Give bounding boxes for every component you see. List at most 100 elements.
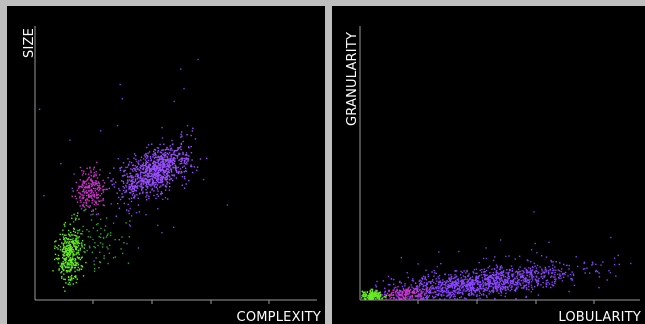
data-point: [440, 291, 442, 293]
data-point: [536, 276, 538, 278]
data-point: [93, 166, 95, 168]
data-point: [494, 256, 496, 258]
data-point: [78, 185, 80, 187]
data-point: [121, 180, 123, 182]
data-point: [419, 279, 421, 281]
data-point: [98, 189, 100, 192]
data-point: [148, 195, 150, 197]
data-point: [157, 190, 159, 192]
data-point: [416, 286, 418, 289]
data-point: [77, 266, 79, 269]
data-point: [559, 262, 561, 264]
data-point: [62, 244, 65, 247]
data-point: [498, 292, 500, 294]
data-point: [162, 177, 164, 179]
data-point: [457, 280, 460, 282]
data-point: [65, 234, 67, 236]
data-point: [395, 298, 397, 300]
data-point: [100, 193, 103, 195]
data-point: [81, 197, 83, 199]
data-point: [496, 280, 499, 283]
data-point: [472, 279, 474, 281]
data-point: [97, 203, 99, 206]
data-point: [98, 235, 100, 238]
data-point: [531, 286, 533, 289]
data-point: [77, 236, 79, 239]
data-point: [423, 293, 426, 295]
data-point: [197, 58, 199, 61]
data-point: [502, 286, 505, 289]
data-point: [528, 285, 530, 288]
data-point: [447, 281, 450, 283]
data-point: [562, 272, 564, 275]
data-point: [363, 293, 365, 295]
data-point: [140, 164, 142, 167]
data-point: [363, 297, 365, 300]
data-point: [96, 161, 98, 164]
data-point: [475, 272, 477, 275]
data-point: [140, 171, 142, 173]
data-point: [93, 194, 96, 196]
data-point: [159, 186, 161, 188]
data-point: [181, 158, 183, 160]
data-point: [504, 286, 506, 289]
data-point: [155, 165, 158, 168]
data-point: [446, 281, 448, 283]
data-point: [63, 262, 65, 265]
data-point: [80, 185, 83, 188]
data-point: [134, 178, 137, 180]
data-point: [72, 277, 75, 279]
data-point: [154, 161, 156, 163]
data-point: [482, 290, 485, 292]
data-point: [510, 286, 512, 289]
data-point: [168, 167, 170, 169]
data-point: [128, 161, 131, 163]
data-point: [163, 158, 165, 161]
data-point: [83, 186, 86, 189]
data-point: [537, 272, 539, 275]
data-point: [555, 278, 557, 280]
data-point: [157, 165, 160, 167]
data-point: [519, 270, 521, 273]
data-point: [517, 279, 519, 281]
data-point: [598, 276, 601, 278]
data-point: [478, 290, 481, 293]
data-point: [387, 284, 390, 286]
data-point: [162, 169, 165, 171]
data-point: [136, 168, 138, 170]
data-point: [500, 292, 503, 294]
data-point: [502, 283, 504, 286]
data-point: [171, 149, 173, 151]
data-point: [162, 198, 164, 200]
data-point: [97, 213, 100, 215]
data-point: [181, 184, 183, 186]
data-point: [54, 241, 56, 243]
data-point: [470, 292, 473, 294]
data-point: [518, 282, 520, 284]
data-point: [475, 289, 477, 292]
data-point: [457, 291, 459, 293]
data-point: [498, 277, 500, 279]
data-point: [371, 290, 373, 292]
data-point: [147, 173, 150, 175]
data-point: [444, 273, 446, 276]
data-point: [372, 298, 374, 300]
data-point: [161, 160, 163, 162]
data-point: [74, 217, 77, 219]
data-point: [139, 166, 141, 168]
data-point: [369, 293, 371, 295]
data-point: [66, 241, 68, 243]
data-point: [69, 247, 72, 249]
data-point: [493, 280, 495, 282]
data-point: [435, 278, 437, 280]
data-point: [126, 209, 128, 211]
data-point: [92, 238, 94, 241]
data-point: [84, 191, 86, 193]
data-point: [57, 262, 60, 264]
data-point: [401, 293, 403, 295]
data-point: [418, 293, 420, 295]
data-point: [77, 243, 79, 245]
data-point: [90, 171, 92, 174]
data-point: [96, 193, 98, 196]
data-point: [191, 159, 193, 161]
